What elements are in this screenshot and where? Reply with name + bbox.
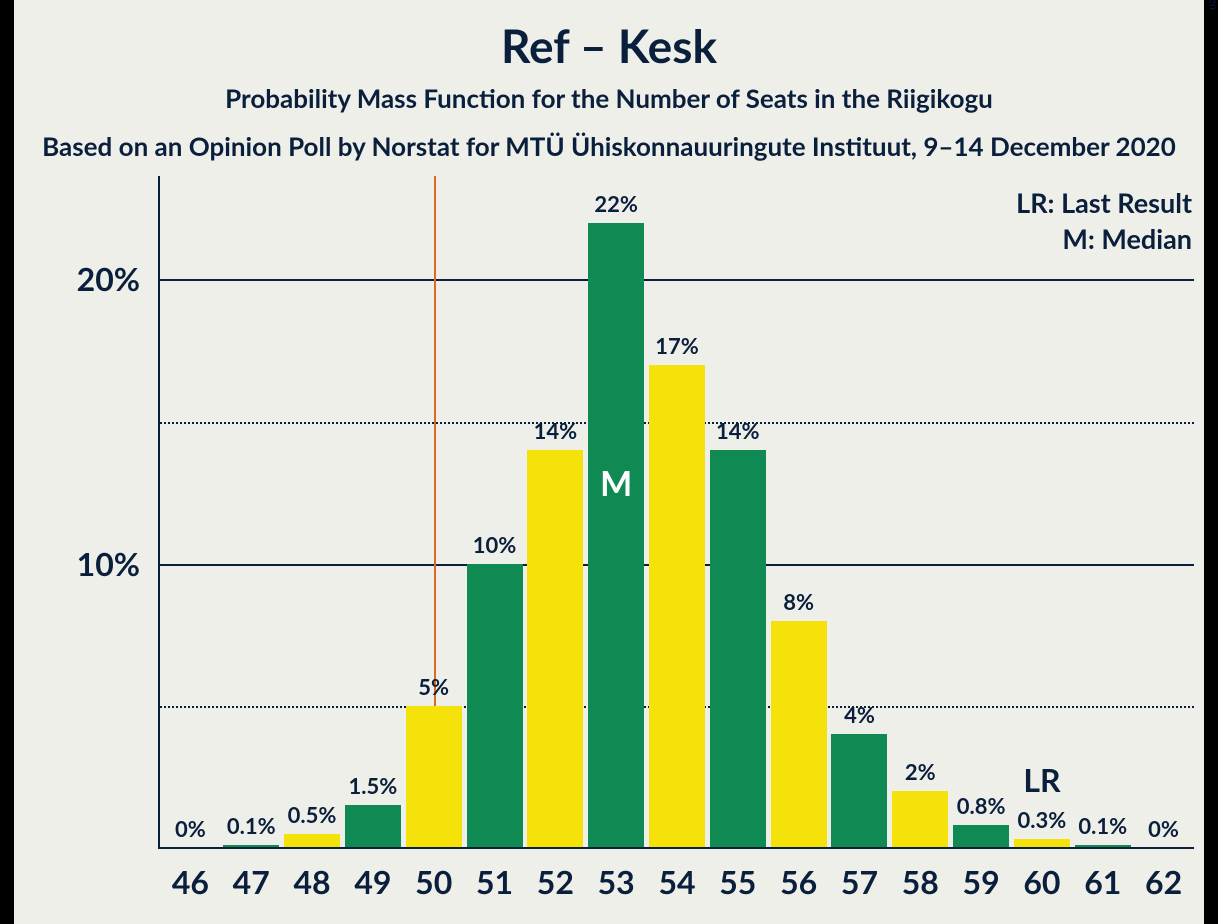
bar bbox=[588, 223, 644, 848]
bar bbox=[710, 450, 766, 848]
gridline bbox=[160, 279, 1194, 281]
bar bbox=[345, 805, 401, 848]
bar-value-label: 2% bbox=[880, 758, 960, 785]
bar-value-label: 10% bbox=[455, 531, 535, 558]
x-tick-label: 60 bbox=[1012, 862, 1072, 901]
x-tick-label: 49 bbox=[343, 862, 403, 901]
x-tick-label: 59 bbox=[951, 862, 1011, 901]
x-tick-label: 54 bbox=[647, 862, 707, 901]
x-axis bbox=[158, 847, 1194, 849]
bar bbox=[649, 365, 705, 848]
page-root: © 2020 Filip van Laenen Ref – Kesk Proba… bbox=[0, 0, 1218, 924]
chart-subtitle: Probability Mass Function for the Number… bbox=[0, 82, 1218, 114]
x-tick-label: 46 bbox=[160, 862, 220, 901]
x-tick-label: 58 bbox=[890, 862, 950, 901]
y-tick-label: 10% bbox=[0, 544, 140, 583]
bar-value-label: 4% bbox=[819, 701, 899, 728]
y-axis bbox=[158, 176, 160, 848]
bar-value-label: 1.5% bbox=[333, 772, 413, 799]
x-tick-label: 51 bbox=[465, 862, 525, 901]
bar-value-label: 8% bbox=[759, 588, 839, 615]
bar-value-label: 17% bbox=[637, 332, 717, 359]
bar-value-label: 5% bbox=[394, 673, 474, 700]
bar bbox=[892, 791, 948, 848]
bar-value-label: 22% bbox=[576, 190, 656, 217]
chart-title: Ref – Kesk bbox=[0, 18, 1218, 73]
x-tick-label: 47 bbox=[221, 862, 281, 901]
bar-value-label: 0.5% bbox=[272, 801, 352, 828]
plot-area: 0%0.1%0.5%1.5%5%10%14%22%17%14%8%4%2%0.8… bbox=[160, 180, 1194, 848]
bar-value-label: 0% bbox=[1124, 815, 1204, 842]
x-tick-label: 50 bbox=[404, 862, 464, 901]
chart-basis: Based on an Opinion Poll by Norstat for … bbox=[0, 130, 1218, 162]
bar bbox=[527, 450, 583, 848]
x-tick-label: 62 bbox=[1134, 862, 1194, 901]
x-tick-label: 57 bbox=[829, 862, 889, 901]
y-tick-label: 20% bbox=[0, 259, 140, 298]
bar-value-label: 14% bbox=[515, 417, 595, 444]
x-tick-label: 53 bbox=[586, 862, 646, 901]
x-tick-label: 52 bbox=[525, 862, 585, 901]
median-marker: M bbox=[586, 463, 646, 504]
bar bbox=[831, 734, 887, 848]
bar bbox=[771, 621, 827, 848]
copyright: © 2020 Filip van Laenen bbox=[1207, 0, 1218, 10]
bar-value-label: 14% bbox=[698, 417, 778, 444]
bar bbox=[953, 825, 1009, 848]
x-tick-label: 56 bbox=[769, 862, 829, 901]
last-result-marker: LR bbox=[1002, 760, 1082, 799]
bar bbox=[284, 834, 340, 848]
x-tick-label: 55 bbox=[708, 862, 768, 901]
bar bbox=[467, 564, 523, 848]
x-tick-label: 61 bbox=[1073, 862, 1133, 901]
x-tick-label: 48 bbox=[282, 862, 342, 901]
bar bbox=[406, 706, 462, 848]
